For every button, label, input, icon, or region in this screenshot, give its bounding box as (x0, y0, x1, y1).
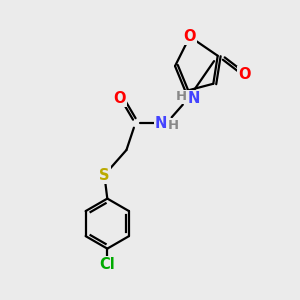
Text: H: H (176, 90, 187, 103)
Text: O: O (238, 68, 250, 82)
Text: H: H (168, 119, 179, 132)
Text: O: O (113, 91, 125, 106)
Text: O: O (184, 29, 196, 44)
Text: N: N (188, 91, 200, 106)
Text: N: N (155, 116, 167, 131)
Text: S: S (99, 167, 110, 182)
Text: Cl: Cl (99, 257, 115, 272)
